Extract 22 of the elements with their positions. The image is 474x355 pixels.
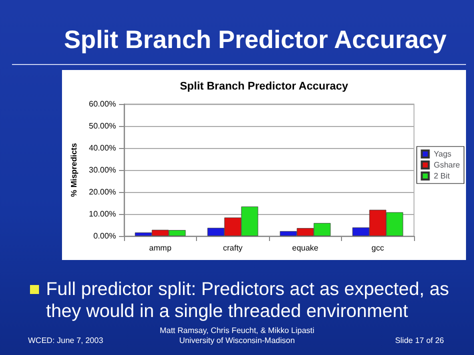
legend-label: Gshare bbox=[434, 160, 461, 170]
text: Full predictor split: Predictors act as expected, as they would in a single threaded environment bbox=[46, 278, 450, 322]
y-axis-title: % Mispredicts bbox=[70, 142, 78, 197]
y-tick-label: 20.00% bbox=[88, 188, 116, 196]
text: Matt Ramsay, Chris Feucht, & Mikko Lipasti bbox=[160, 326, 314, 335]
y-tick-label: 30.00% bbox=[88, 166, 116, 174]
x-tick-label: crafty bbox=[222, 244, 243, 252]
legend-label: Yags bbox=[434, 150, 452, 158]
text: University of Wisconsin-Madison bbox=[179, 336, 295, 345]
y-tick-label: 10.00% bbox=[88, 210, 116, 218]
y-tick-label: 50.00% bbox=[88, 122, 116, 130]
x-tick-label: equake bbox=[292, 244, 319, 252]
x-tick-label: ammp bbox=[149, 244, 172, 252]
text: WCED: June 7, 2003 bbox=[28, 336, 104, 345]
text: Split Branch Predictor Accuracy bbox=[64, 26, 447, 55]
y-tick-label: 0.00% bbox=[93, 232, 116, 240]
chart-title: Split Branch Predictor Accuracy bbox=[180, 80, 350, 92]
legend-label: 2 Bit bbox=[434, 172, 451, 180]
y-tick-label: 40.00% bbox=[88, 144, 116, 152]
text: Slide 17 of 26 bbox=[395, 336, 444, 345]
y-tick-label: 60.00% bbox=[88, 100, 116, 108]
x-tick-label: gcc bbox=[372, 244, 384, 252]
